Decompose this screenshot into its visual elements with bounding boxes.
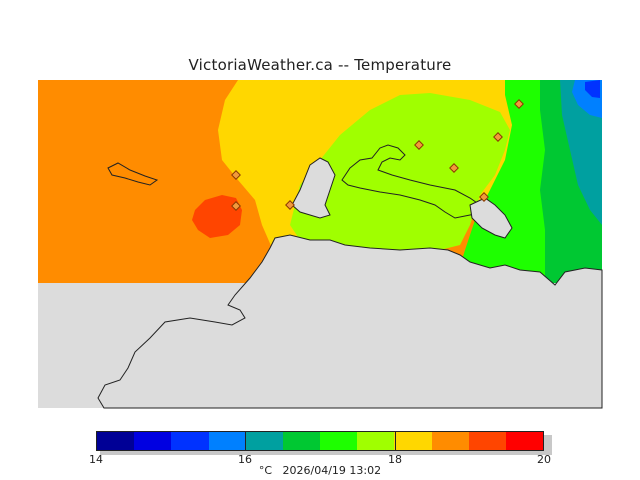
temp-zone-darkblue [585, 80, 600, 98]
weather-station-marker[interactable] [414, 140, 424, 150]
weather-station-marker[interactable] [285, 200, 295, 210]
weather-station-marker[interactable] [493, 132, 503, 142]
harbour-coast [469, 197, 513, 239]
temp-zone-teal [560, 80, 602, 225]
colorbar-swatch [505, 432, 544, 450]
weather-station-marker[interactable] [514, 99, 524, 109]
colorbar-swatch [357, 432, 395, 450]
colorbar-swatch [171, 432, 209, 450]
colorbar-swatch [245, 432, 283, 450]
colorbar-tick-line [395, 431, 396, 451]
colorbar-swatch [208, 432, 246, 450]
temp-zone-green-bright [455, 80, 560, 283]
colorbar-swatch [468, 432, 506, 450]
temp-zone-16-17 [290, 93, 510, 250]
weather-station-marker[interactable] [231, 201, 241, 211]
colorbar-swatch [431, 432, 469, 450]
temperature-map [38, 80, 603, 409]
colorbar-swatch [134, 432, 172, 450]
colorbar-swatch [394, 432, 432, 450]
colorbar-tick-line [245, 431, 246, 451]
colorbar-swatch [97, 432, 135, 450]
small-island [107, 162, 159, 186]
colorbar-tick-label: 14 [89, 453, 103, 466]
timestamp: 2026/04/19 13:02 [282, 464, 382, 477]
temp-zone-19-20 [192, 195, 242, 238]
colorbar-swatch [282, 432, 321, 450]
weather-station-marker[interactable] [231, 170, 241, 180]
map-footer: °C 2026/04/19 13:02 [0, 464, 640, 477]
weather-station-marker[interactable] [449, 163, 459, 173]
unit-label: °C [258, 464, 273, 477]
temperature-colorbar [96, 431, 544, 451]
map-title: VictoriaWeather.ca -- Temperature [188, 56, 452, 74]
colorbar-tick-label: 18 [388, 453, 402, 466]
weather-station-marker[interactable] [479, 192, 489, 202]
colorbar-swatch [320, 432, 358, 450]
mainland-landmass [97, 234, 603, 409]
colorbar-tick-label: 16 [238, 453, 252, 466]
island-coast [341, 144, 486, 219]
colorbar-tick-label: 20 [537, 453, 551, 466]
